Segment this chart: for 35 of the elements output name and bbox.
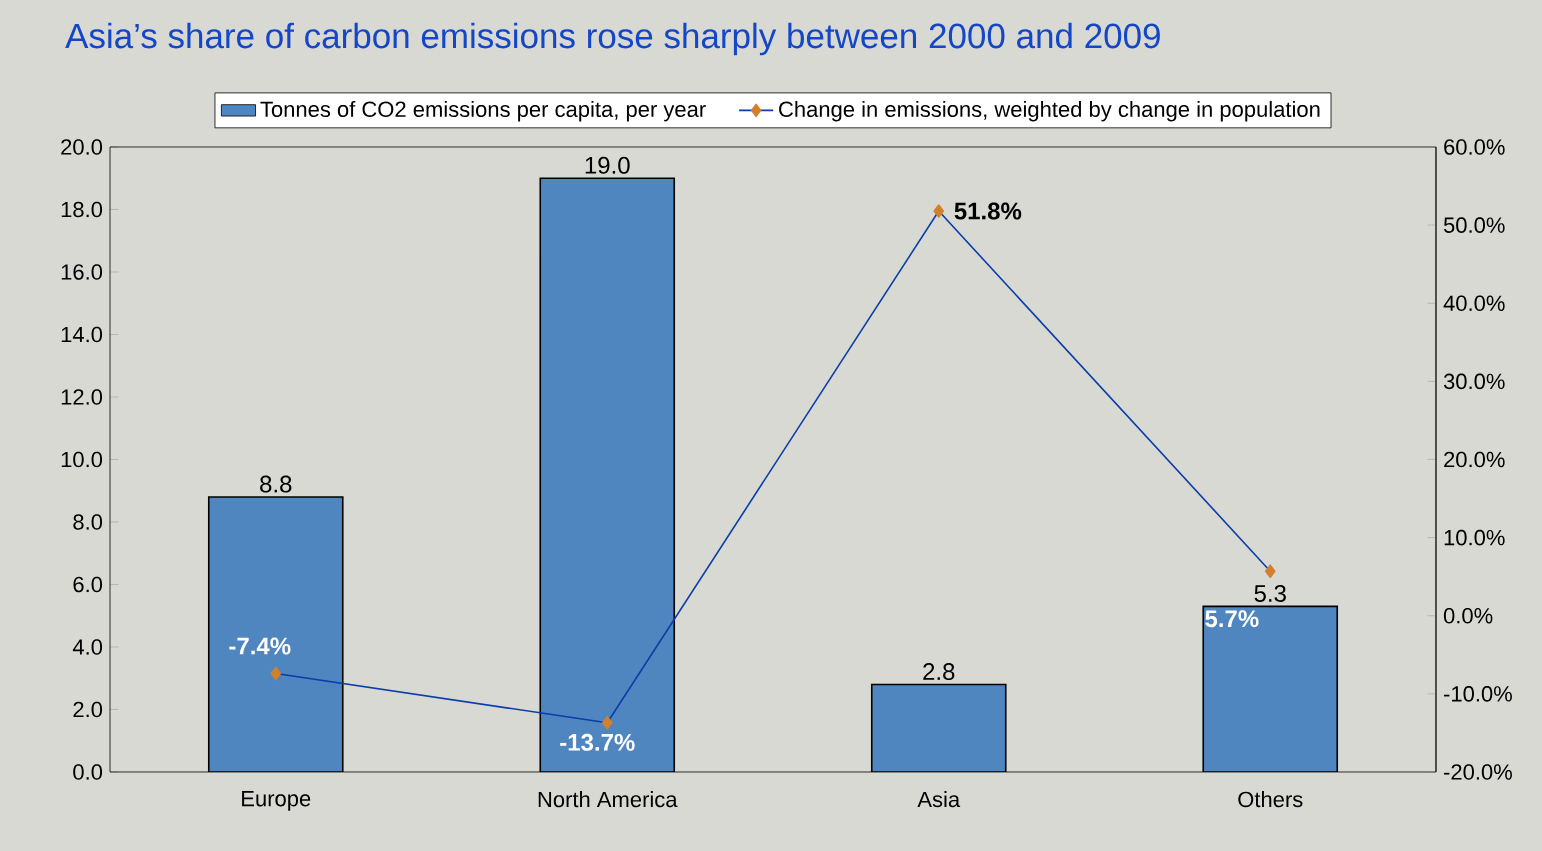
y2-tick-label: 40.0% [1443, 295, 1505, 312]
y-tick-label: 4.0 [72, 639, 103, 655]
data-label: 5.3 [1254, 584, 1286, 602]
y-tick-label: 12.0 [61, 389, 103, 405]
x-tick-label: Others [1238, 791, 1303, 808]
data-label: -7.4% [229, 637, 291, 655]
y2-tick-label: 30.0% [1443, 373, 1505, 390]
data-label: 51.8% [954, 202, 1022, 220]
y-tick-label: 2.0 [73, 701, 103, 718]
y2-tick-label: 0.0% [1443, 607, 1493, 624]
data-label: 2.8 [923, 663, 955, 681]
x-tick-label: Asia [917, 791, 961, 808]
y-tick-label: 10.0 [61, 451, 103, 468]
y-tick-label: 20.0 [61, 139, 103, 155]
y2-tick-label: -20.0% [1444, 764, 1512, 780]
y2-tick-label: 60.0% [1444, 139, 1505, 155]
chart-title: Asia’s share of carbon emissions rose sharply between 2000 and 2009 [65, 22, 1160, 56]
y-tick-label: 8.0 [73, 514, 103, 530]
data-label: -13.7% [560, 733, 635, 751]
y2-tick-label: -10.0% [1444, 686, 1512, 702]
y-tick-label: 14.0 [61, 326, 103, 343]
data-label: 8.8 [260, 475, 292, 493]
data-label: 5.7% [1205, 610, 1259, 628]
x-tick-label: Europe [242, 791, 311, 811]
y2-tick-label: 10.0% [1444, 529, 1505, 546]
y-tick-label: 18.0 [61, 201, 103, 218]
data-label: 19.0 [585, 156, 630, 174]
y-tick-label: 16.0 [61, 264, 103, 280]
y-tick-label: 0.0 [73, 764, 103, 780]
y-tick-label: 6.0 [73, 576, 103, 593]
legend-label: Tonnes of CO2 emissions per capita, per year [260, 100, 706, 122]
legend-label: Change in emissions, weighted by change in population [779, 100, 1320, 122]
y2-tick-label: 50.0% [1443, 217, 1505, 233]
y2-tick-label: 20.0% [1444, 451, 1505, 468]
x-tick-label: North America [538, 791, 678, 808]
